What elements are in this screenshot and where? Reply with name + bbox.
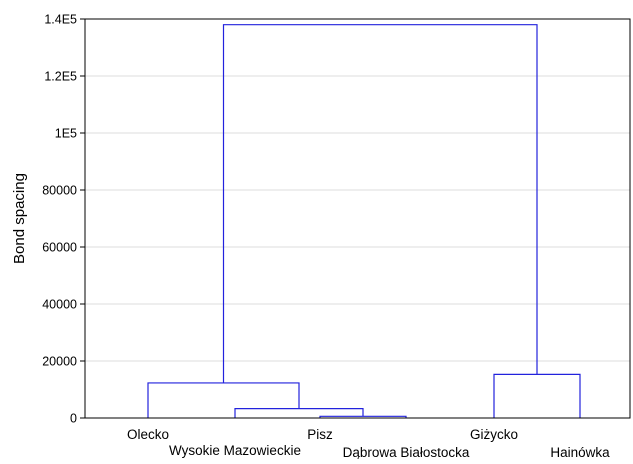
leaf-label: Olecko xyxy=(127,427,169,442)
dendrogram-link xyxy=(147,382,300,418)
dendrogram-link xyxy=(493,373,581,418)
y-tick-label: 40000 xyxy=(42,298,77,312)
y-tick-label: 80000 xyxy=(42,184,77,198)
y-tick-label: 1.2E5 xyxy=(44,70,77,84)
y-tick-label: 0 xyxy=(70,412,77,426)
leaf-label: Giżycko xyxy=(470,427,518,442)
leaf-label: Hainówka xyxy=(550,445,610,459)
plot-frame xyxy=(84,18,631,419)
y-tick-label: 1.4E5 xyxy=(44,13,77,27)
y-tick-label: 1E5 xyxy=(55,127,77,141)
y-axis-ticks: 0 20000 40000 60000 80000 1E5 1.2E5 1.4E5 xyxy=(42,13,85,426)
y-tick-label: 20000 xyxy=(42,355,77,369)
y-tick-label: 60000 xyxy=(42,241,77,255)
leaf-label: Wysokie Mazowieckie xyxy=(169,443,301,458)
dendrogram-links xyxy=(147,24,581,418)
leaf-label: Dąbrowa Białostocka xyxy=(343,445,470,459)
y-axis-title: Bond spacing xyxy=(11,173,28,264)
leaf-label: Pisz xyxy=(307,427,333,442)
dendrogram-link xyxy=(222,24,538,383)
grid-lines xyxy=(85,75,630,362)
